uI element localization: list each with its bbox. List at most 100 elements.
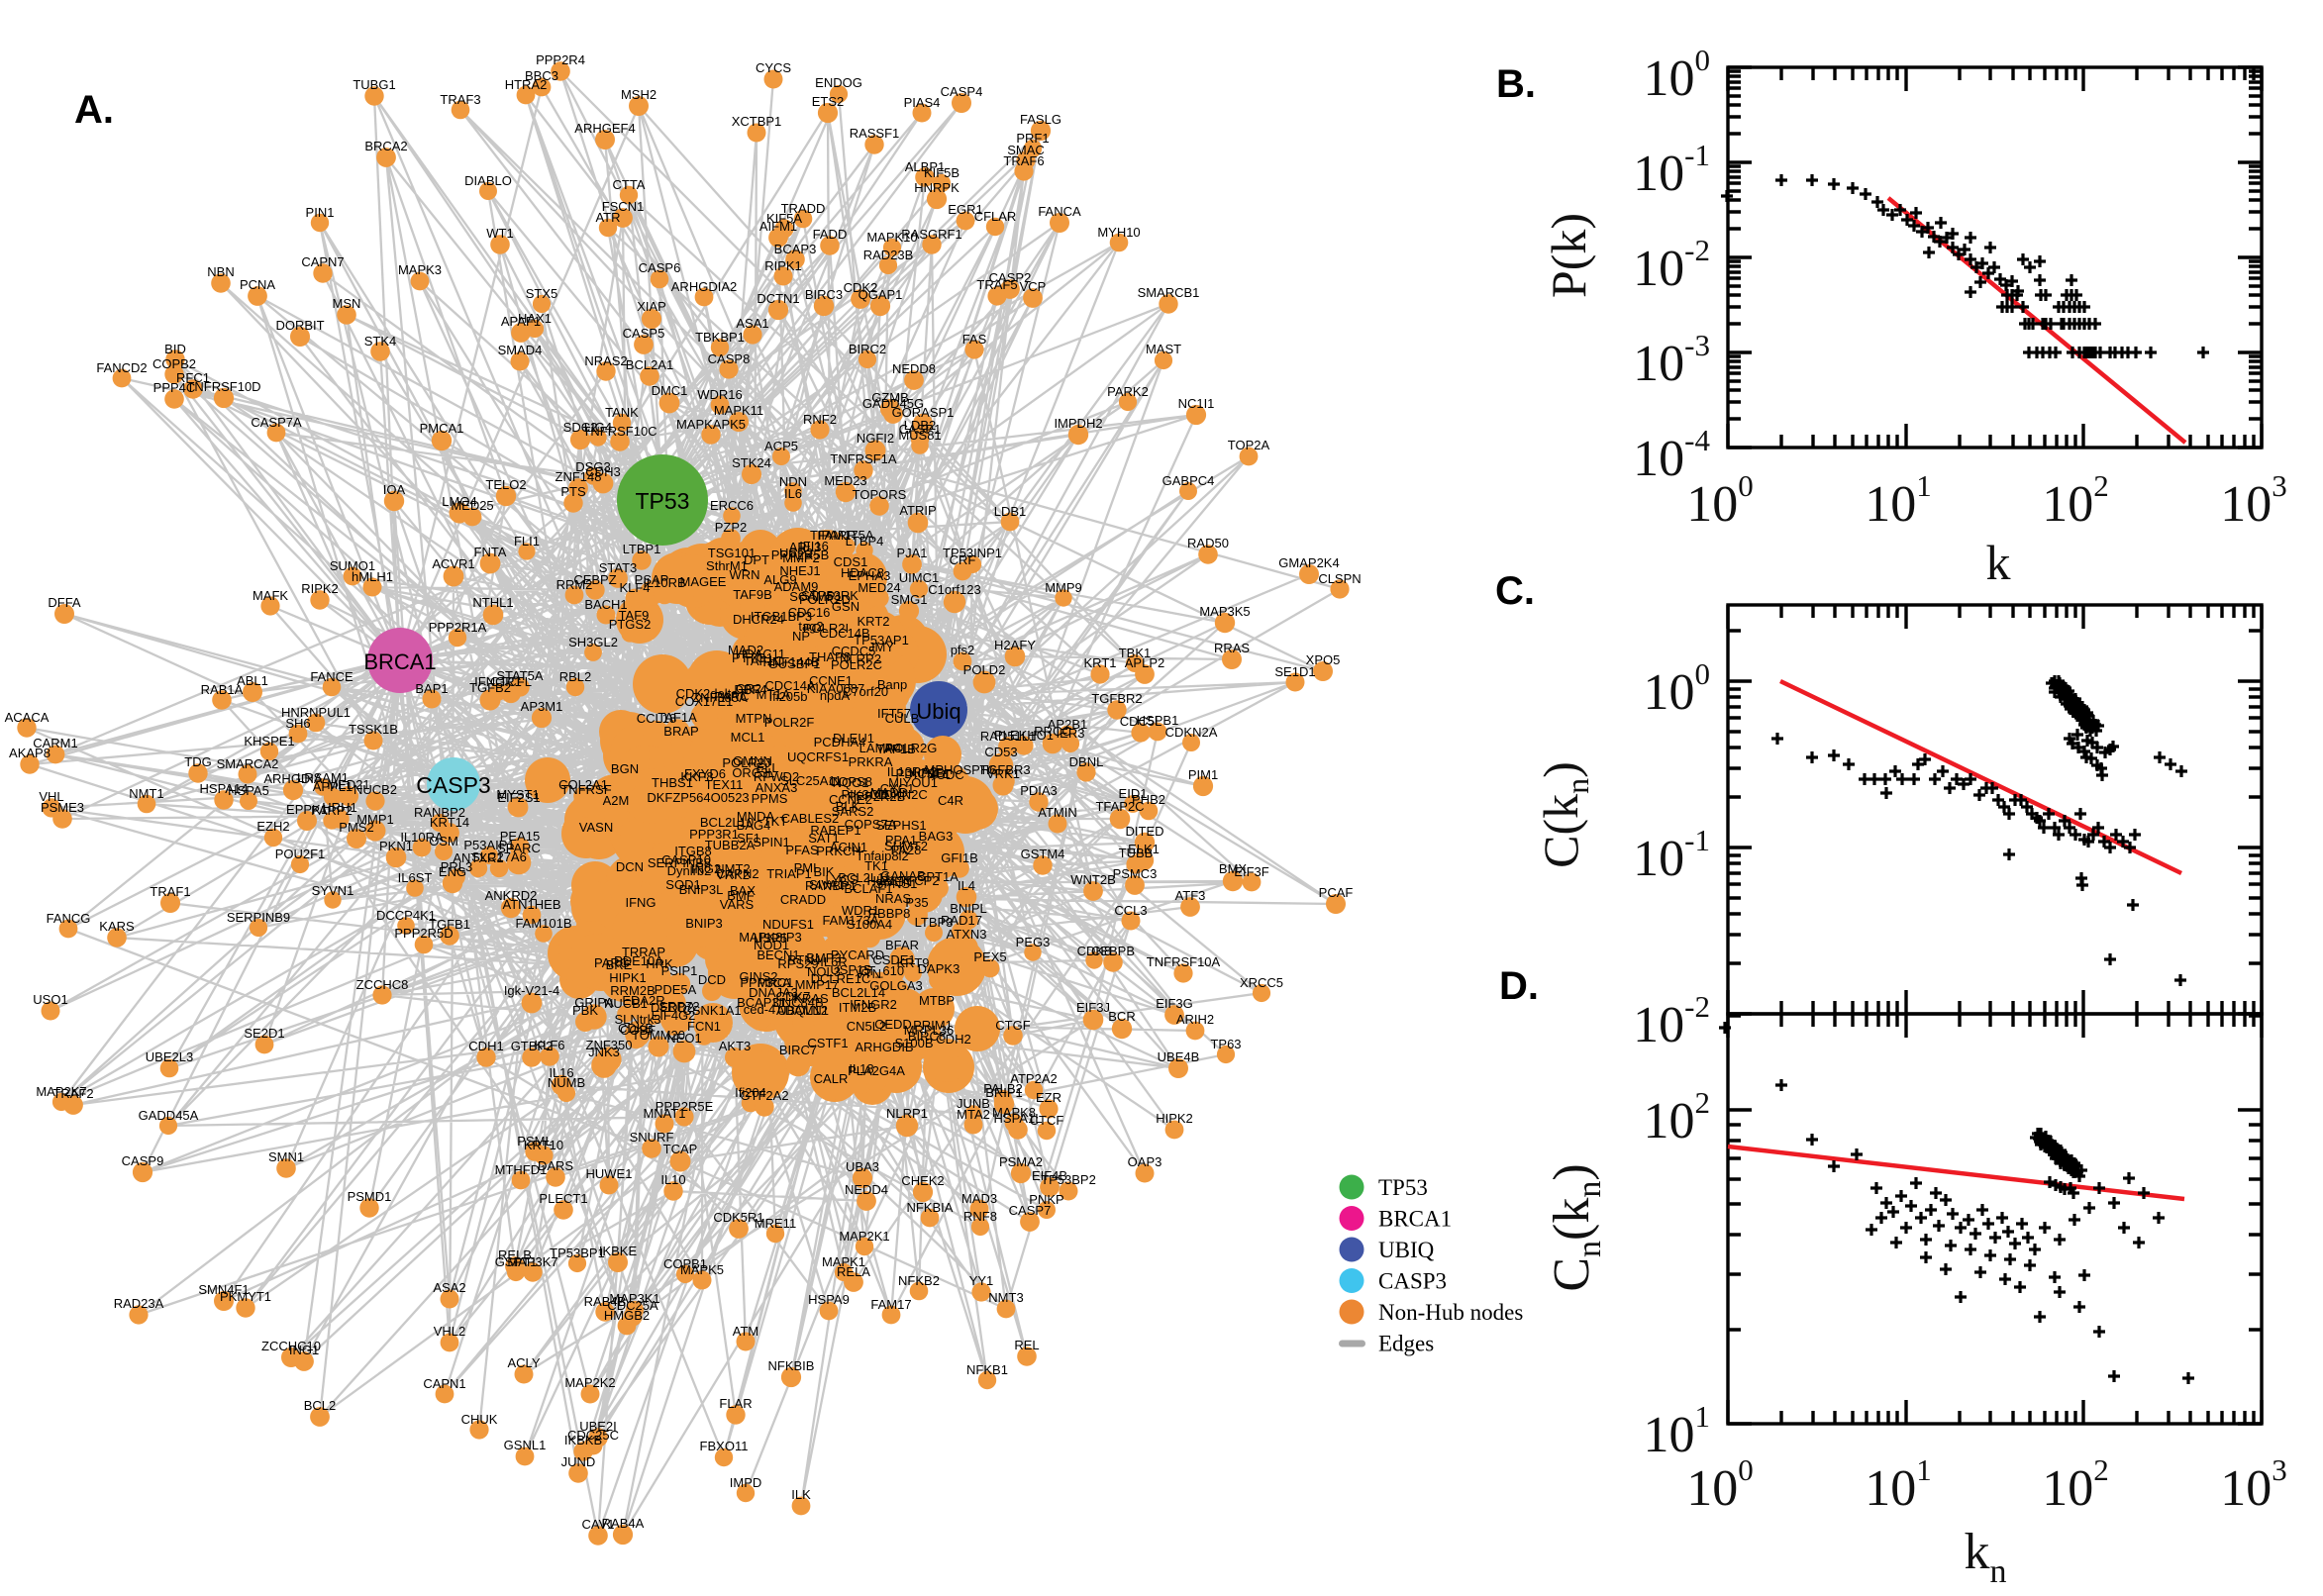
svg-text:IMPDH2: IMPDH2 [1054, 416, 1102, 431]
svg-text:PPP3CA: PPP3CA [740, 975, 791, 990]
svg-text:CDK2: CDK2 [844, 280, 878, 295]
svg-text:EIF3F: EIF3F [1234, 864, 1268, 879]
svg-text:ACIN1: ACIN1 [830, 840, 867, 854]
svg-text:RNF144B: RNF144B [762, 654, 819, 669]
svg-text:POLR2J: POLR2J [722, 755, 770, 770]
svg-text:KARS: KARS [99, 919, 135, 934]
svg-text:ANXA3: ANXA3 [756, 780, 798, 795]
svg-text:Ubiq: Ubiq [916, 699, 960, 724]
svg-text:PSAP: PSAP [635, 572, 669, 587]
svg-text:ILK: ILK [791, 1487, 811, 1502]
svg-text:TP53: TP53 [636, 488, 690, 514]
svg-text:BLK: BLK [836, 799, 860, 814]
svg-text:JMY: JMY [868, 640, 894, 654]
svg-text:GRIPA: GRIPA [574, 995, 614, 1010]
svg-text:JUNB: JUNB [957, 1096, 990, 1111]
svg-text:CEBPB: CEBPB [1091, 944, 1135, 958]
svg-text:POU2F1: POU2F1 [275, 847, 326, 861]
svg-text:IKBKB: IKBKB [564, 1433, 602, 1447]
svg-text:ALBP1: ALBP1 [905, 159, 945, 174]
svg-text:EIF3J: EIF3J [1076, 1000, 1110, 1015]
svg-text:ATP2A2: ATP2A2 [1010, 1071, 1057, 1086]
svg-text:Ifi204: Ifi204 [735, 1085, 766, 1100]
svg-text:C4R: C4R [938, 793, 963, 808]
svg-text:MADD: MADD [870, 785, 908, 800]
svg-text:IL16: IL16 [549, 1065, 573, 1080]
svg-text:ZCCHC8: ZCCHC8 [356, 977, 409, 992]
svg-text:EPHA3: EPHA3 [849, 568, 891, 583]
svg-text:CTTA: CTTA [613, 177, 646, 192]
svg-text:APAF1: APAF1 [501, 314, 541, 329]
svg-text:CDKN2A: CDKN2A [1165, 725, 1218, 740]
svg-text:NEO1: NEO1 [666, 1031, 701, 1046]
svg-text:MTPN: MTPN [736, 711, 772, 726]
svg-text:BMP3: BMP3 [806, 950, 841, 965]
svg-text:COL2A1: COL2A1 [558, 777, 608, 792]
svg-text:CR2: CR2 [736, 681, 761, 696]
svg-text:SE1D1: SE1D1 [1274, 664, 1315, 679]
svg-text:SMARCA2: SMARCA2 [217, 756, 279, 771]
svg-text:LIG4: LIG4 [584, 420, 612, 435]
svg-text:DCTN1: DCTN1 [757, 291, 799, 306]
svg-text:WRN: WRN [729, 567, 759, 582]
svg-text:PPP2R2B: PPP2R2B [848, 789, 906, 804]
svg-text:IL4: IL4 [958, 878, 975, 893]
svg-text:NUCB1: NUCB1 [604, 996, 648, 1011]
svg-text:BIK: BIK [814, 864, 835, 879]
svg-text:ING1: ING1 [289, 1343, 319, 1357]
svg-text:NFKBIB: NFKBIB [768, 1358, 815, 1373]
svg-text:COPB2: COPB2 [152, 356, 196, 371]
svg-text:HAX1: HAX1 [518, 311, 552, 326]
svg-text:PSIP1: PSIP1 [661, 963, 698, 978]
svg-text:BMX: BMX [1219, 861, 1248, 876]
svg-text:ACACA: ACACA [5, 710, 50, 725]
svg-text:IER3: IER3 [1057, 726, 1085, 741]
svg-text:KRT1: KRT1 [1084, 655, 1117, 670]
svg-text:RAD51L1: RAD51L1 [980, 729, 1036, 744]
svg-text:LTBP3: LTBP3 [915, 915, 954, 930]
svg-text:VHL2: VHL2 [434, 1324, 466, 1339]
svg-text:NMT1: NMT1 [129, 786, 163, 801]
svg-text:MAPK1: MAPK1 [822, 1254, 865, 1269]
svg-text:CALR: CALR [814, 1071, 849, 1086]
svg-text:FCN1: FCN1 [687, 1019, 721, 1034]
svg-text:IKBKE: IKBKE [599, 1244, 638, 1258]
svg-text:ING2: ING2 [691, 861, 721, 876]
svg-text:UBA3: UBA3 [846, 1159, 879, 1174]
svg-text:PHB2: PHB2 [1132, 792, 1165, 807]
svg-text:TP53AP1: TP53AP1 [854, 633, 909, 648]
svg-text:CPT1A: CPT1A [917, 869, 959, 884]
svg-text:RNF8: RNF8 [963, 1209, 997, 1224]
svg-text:MMP9: MMP9 [1045, 580, 1082, 595]
svg-text:UBE2I: UBE2I [579, 1419, 617, 1434]
svg-text:TAF1A: TAF1A [657, 710, 697, 725]
svg-text:RELB: RELB [498, 1247, 532, 1262]
svg-text:KRT2: KRT2 [858, 614, 890, 629]
svg-text:WDR1: WDR1 [842, 903, 879, 918]
svg-text:YY1: YY1 [969, 1273, 994, 1288]
svg-text:SPIN1: SPIN1 [753, 835, 790, 849]
svg-text:EID1: EID1 [1119, 786, 1148, 801]
svg-text:NEDD4: NEDD4 [845, 1182, 888, 1197]
svg-text:EZR: EZR [1036, 1090, 1061, 1105]
svg-text:CHEK2: CHEK2 [901, 1173, 944, 1188]
svg-text:MTA2: MTA2 [957, 1107, 990, 1122]
svg-text:TNFRSF1A: TNFRSF1A [830, 451, 897, 466]
svg-text:DEDD2: DEDD2 [651, 1000, 694, 1015]
svg-text:TAF1B: TAF1B [876, 742, 916, 756]
svg-text:MAP3K1: MAP3K1 [609, 1291, 659, 1306]
svg-text:GTF2A2: GTF2A2 [740, 1088, 788, 1103]
svg-text:TUBB2A: TUBB2A [705, 838, 756, 852]
svg-text:PIN1: PIN1 [306, 205, 335, 220]
svg-text:POLR2C: POLR2C [831, 657, 882, 672]
svg-text:GABPC4: GABPC4 [1162, 473, 1215, 488]
svg-text:STP53RK: STP53RK [801, 588, 858, 603]
svg-text:PSMA2: PSMA2 [999, 1154, 1043, 1169]
svg-text:PSMD1: PSMD1 [348, 1189, 392, 1204]
svg-text:GTBP2: GTBP2 [511, 1039, 554, 1053]
svg-text:BNIPL: BNIPL [950, 901, 987, 916]
svg-text:UBE4B: UBE4B [1158, 1049, 1200, 1064]
svg-text:NP: NP [792, 629, 810, 644]
svg-text:Dynlrb2: Dynlrb2 [667, 863, 712, 878]
svg-text:SE2D1: SE2D1 [244, 1026, 284, 1041]
